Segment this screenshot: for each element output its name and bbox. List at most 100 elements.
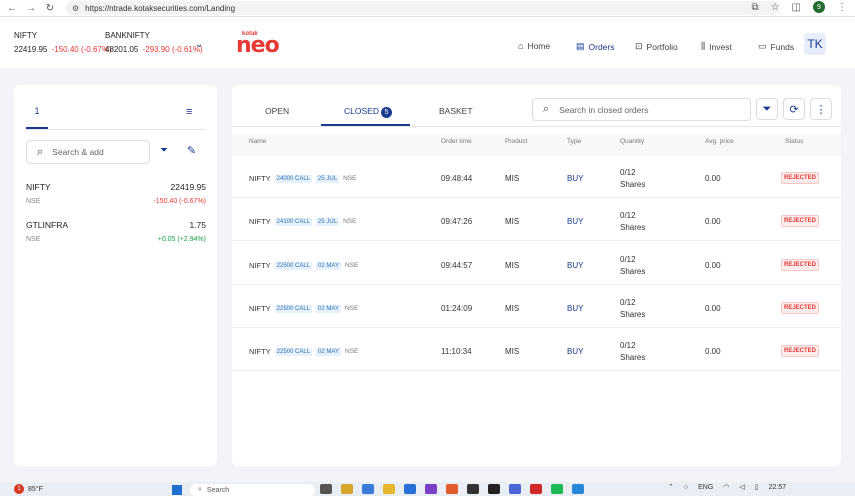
- column-header-name: Name: [249, 138, 267, 145]
- table-row[interactable]: NIFTY 24100 CALL 25 JUL NSE 09:47:26 MIS BUY 0/…: [232, 198, 841, 241]
- user-avatar[interactable]: TK: [804, 33, 826, 55]
- order-type: BUY: [567, 261, 584, 270]
- search-icon: ⌕: [198, 486, 202, 493]
- order-product: MIS: [505, 304, 520, 313]
- quantity-value: 0/12: [620, 341, 636, 350]
- filter-icon[interactable]: ⏷: [160, 145, 168, 156]
- search-icon: ⌕: [543, 103, 550, 115]
- order-quantity: 0/12 Shares: [620, 340, 645, 364]
- mail-icon[interactable]: [404, 484, 416, 494]
- chevron-down-icon[interactable]: ⌄: [195, 39, 204, 50]
- windows-start-icon[interactable]: [172, 485, 182, 495]
- site-info-icon[interactable]: ⚙: [72, 3, 80, 13]
- weather-widget[interactable]: 1 85°F: [14, 484, 43, 494]
- table-row[interactable]: NIFTY 22500 CALL 02 MAY NSE 11:10:34 MIS BUY 0/…: [232, 328, 841, 371]
- app-icon[interactable]: [509, 484, 521, 494]
- file-explorer-icon[interactable]: [383, 484, 395, 494]
- column-header-product: Product: [505, 138, 528, 145]
- url-text: https://ntrade.kotaksecurities.com/Landi…: [85, 3, 236, 13]
- tab-open[interactable]: OPEN: [265, 106, 290, 116]
- watchlist-manage-icon[interactable]: ≡: [186, 106, 193, 118]
- terminal-icon[interactable]: [488, 484, 500, 494]
- nav-label: Invest: [709, 41, 732, 52]
- edge-icon[interactable]: [362, 484, 374, 494]
- scrip-name: NIFTY: [26, 182, 51, 192]
- scrip-exchange: NSE: [26, 198, 41, 205]
- more-vertical-icon: ⋮: [815, 103, 827, 116]
- index-change: -150.40 (-0.67%): [51, 45, 112, 54]
- onenote-icon[interactable]: [425, 484, 437, 494]
- symbol-name: NIFTY: [249, 347, 271, 356]
- bookmark-star-icon[interactable]: ☆: [770, 1, 780, 13]
- media-icon[interactable]: [467, 484, 479, 494]
- forward-icon[interactable]: →: [26, 2, 36, 14]
- watchlist-item[interactable]: NIFTY NSE 22419.95 -150.40 (-0.67%): [26, 182, 206, 216]
- expiry-chip: 02 MAY: [316, 347, 341, 356]
- battery-icon[interactable]: ▯: [754, 484, 759, 491]
- order-symbol: NIFTY 24000 CALL 25 JUL NSE: [249, 174, 356, 183]
- nav-invest[interactable]: ⫼ Invest: [701, 41, 732, 52]
- column-header-status: Status: [785, 138, 804, 145]
- quantity-value: 0/12: [620, 298, 636, 307]
- install-icon[interactable]: ⧉: [751, 1, 759, 13]
- search-icon: ⌕: [37, 145, 44, 158]
- spotify-icon[interactable]: [551, 484, 563, 494]
- reload-icon[interactable]: ↻: [45, 2, 55, 14]
- nav-portfolio[interactable]: ⊡ Portfolio: [635, 41, 678, 52]
- volume-icon[interactable]: ◁: [739, 484, 745, 491]
- taskbar-search[interactable]: ⌕ Search: [190, 484, 315, 496]
- index-ticker-banknifty[interactable]: BANKNIFTY 48201.05 -293.90 (-0.61%): [105, 31, 203, 54]
- task-view-icon[interactable]: [320, 484, 332, 494]
- index-ticker-nifty[interactable]: NIFTY 22419.95 -150.40 (-0.67%): [14, 31, 112, 54]
- watchlist-item[interactable]: GTLINFRA NSE 1.75 +0.05 (+2.94%): [26, 220, 206, 254]
- table-row[interactable]: NIFTY 22500 CALL 02 MAY NSE 01:24:09 MIS BUY 0/…: [232, 285, 841, 328]
- column-header-time: Order time: [441, 138, 472, 145]
- watchlist-tab-1[interactable]: 1: [26, 106, 48, 129]
- index-change: -293.90 (-0.61%): [142, 45, 203, 54]
- exchange-label: NSE: [343, 175, 357, 182]
- status-badge: REJECTED: [781, 345, 820, 357]
- app-icon[interactable]: [446, 484, 458, 494]
- clock[interactable]: 22:57: [768, 483, 787, 491]
- filter-button[interactable]: ⏷: [756, 98, 778, 120]
- watchlist-search-input[interactable]: ⌕ Search & add: [26, 140, 150, 164]
- profile-avatar[interactable]: 9: [813, 1, 825, 13]
- back-icon[interactable]: ←: [7, 2, 17, 14]
- app-icon[interactable]: [572, 484, 584, 494]
- status-badge: REJECTED: [781, 259, 820, 271]
- os-taskbar: 1 85°F ⌕ Search ⌃ ○ ENG ◠ ◁ ▯ 22:57: [0, 482, 855, 496]
- language-indicator[interactable]: ENG: [698, 483, 714, 491]
- closed-count-badge: 5: [380, 107, 392, 118]
- tab-closed[interactable]: CLOSED 5: [344, 106, 392, 118]
- refresh-button[interactable]: ⟳: [783, 98, 805, 120]
- expiry-chip: 02 MAY: [316, 304, 341, 313]
- table-row[interactable]: NIFTY 22500 CALL 02 MAY NSE 09:44:57 MIS BUY 0/…: [232, 242, 841, 285]
- expiry-chip: 25 JUL: [316, 217, 340, 226]
- table-row[interactable]: NIFTY 24000 CALL 25 JUL NSE 09:48:44 MIS BUY 0/…: [232, 155, 841, 198]
- wifi-icon[interactable]: ◠: [723, 484, 730, 491]
- weather-temp: 85°F: [28, 485, 43, 493]
- more-options-button[interactable]: ⋮: [810, 98, 832, 120]
- order-time: 11:10:34: [441, 347, 472, 356]
- order-type: BUY: [567, 174, 584, 183]
- orders-search-input[interactable]: ⌕ Search in closed orders: [532, 98, 751, 121]
- quantity-unit: Shares: [620, 267, 646, 276]
- nav-funds[interactable]: ▭ Funds: [758, 41, 794, 52]
- nav-home[interactable]: ⌂ Home: [518, 41, 550, 51]
- edit-icon[interactable]: ✎: [187, 145, 197, 157]
- kotak-neo-logo[interactable]: kotak neo: [236, 31, 280, 57]
- order-type: BUY: [567, 347, 584, 356]
- chrome-icon[interactable]: [341, 484, 353, 494]
- column-header-type: Type: [567, 138, 582, 145]
- tray-circle-icon[interactable]: ○: [683, 483, 689, 491]
- tray-expand-icon[interactable]: ⌃: [668, 484, 674, 491]
- app-icon[interactable]: [530, 484, 542, 494]
- address-bar[interactable]: ⚙ https://ntrade.kotaksecurities.com/Lan…: [66, 1, 780, 15]
- order-avg-price: 0.00: [705, 217, 721, 226]
- extensions-icon[interactable]: ◫: [791, 1, 801, 13]
- scrip-change: +0.05 (+2.94%): [157, 236, 206, 243]
- nav-orders[interactable]: ▤ Orders: [576, 41, 615, 52]
- browser-menu-icon[interactable]: ⋮: [837, 1, 847, 13]
- status-badge: REJECTED: [781, 172, 820, 184]
- tab-basket[interactable]: BASKET: [439, 106, 473, 116]
